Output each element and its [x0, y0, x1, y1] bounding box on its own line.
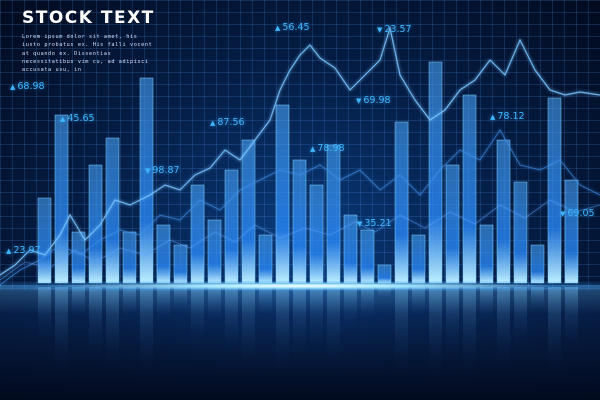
ticker-label: ▲ 87.56	[210, 117, 245, 128]
bar	[71, 231, 86, 284]
trend-line	[0, 25, 600, 276]
bar	[292, 159, 307, 284]
ticker-label: ▲ 56.45	[275, 22, 310, 33]
bar	[241, 139, 256, 284]
ticker-value: 23.57	[384, 24, 412, 35]
down-arrow-icon: ▼	[356, 97, 362, 105]
ticker-label: ▼ 35.21	[357, 218, 392, 229]
bar	[360, 229, 375, 284]
ticker-value: 45.65	[67, 113, 95, 124]
bar	[258, 234, 273, 284]
bar	[445, 164, 460, 284]
bar	[547, 97, 562, 284]
ticker-value: 68.98	[17, 81, 45, 92]
bar	[173, 244, 188, 284]
bar	[207, 219, 222, 284]
ticker-label: ▼ 69.98	[356, 95, 391, 106]
trend-line	[0, 129, 600, 286]
up-arrow-icon: ▲	[60, 115, 66, 123]
bar	[54, 114, 69, 284]
bar-group	[37, 61, 579, 284]
bar	[275, 104, 290, 284]
ticker-value: 98.87	[152, 165, 180, 176]
bar	[411, 234, 426, 284]
bar	[309, 184, 324, 284]
bar	[513, 181, 528, 284]
up-arrow-icon: ▲	[6, 247, 12, 255]
up-arrow-icon: ▲	[275, 24, 281, 32]
up-arrow-icon: ▲	[310, 145, 316, 153]
bar	[326, 144, 341, 284]
ticker-label: ▼ 98.87	[145, 165, 180, 176]
reflective-floor	[0, 285, 600, 400]
bar	[564, 179, 579, 284]
intro-paragraph: Lorem ipsum dolor sit amet, his iusto pr…	[22, 34, 153, 74]
page-title: STOCK TEXT	[22, 8, 155, 28]
up-arrow-icon: ▲	[490, 113, 496, 121]
bar	[496, 139, 511, 284]
ticker-label: ▲ 45.65	[60, 113, 95, 124]
ticker-value: 56.45	[282, 22, 310, 33]
ticker-label: ▲ 23.97	[6, 245, 41, 256]
trend-line-group	[0, 25, 600, 286]
bar	[530, 244, 545, 284]
bar	[190, 184, 205, 284]
ticker-value: 35.21	[364, 218, 392, 229]
ticker-label: ▲ 68.98	[10, 81, 45, 92]
ticker-value: 78.12	[497, 111, 525, 122]
down-arrow-icon: ▼	[560, 210, 566, 218]
horizon-glow	[0, 281, 600, 291]
ticker-label: ▲ 78.98	[310, 143, 345, 154]
down-arrow-icon: ▼	[145, 167, 151, 175]
bar	[122, 231, 137, 284]
ticker-value: 23.97	[13, 245, 41, 256]
bar	[156, 224, 171, 284]
up-arrow-icon: ▲	[210, 119, 216, 127]
bar	[105, 137, 120, 284]
ticker-label: ▼ 23.57	[377, 24, 412, 35]
bar	[394, 121, 409, 284]
down-arrow-icon: ▼	[357, 220, 363, 228]
bar	[462, 94, 477, 284]
up-arrow-icon: ▲	[10, 83, 16, 91]
ticker-value: 78.98	[317, 143, 345, 154]
bar	[37, 197, 52, 284]
ticker-value: 87.56	[217, 117, 245, 128]
bar	[343, 214, 358, 284]
trend-line	[0, 199, 600, 281]
ticker-label: ▲ 78.12	[490, 111, 525, 122]
bar	[139, 77, 154, 284]
bar	[428, 61, 443, 284]
ticker-label: ▼ 69.05	[560, 208, 595, 219]
bar	[224, 169, 239, 284]
ticker-value: 69.05	[567, 208, 595, 219]
ticker-value: 69.98	[363, 95, 391, 106]
bar	[479, 224, 494, 284]
down-arrow-icon: ▼	[377, 26, 383, 34]
